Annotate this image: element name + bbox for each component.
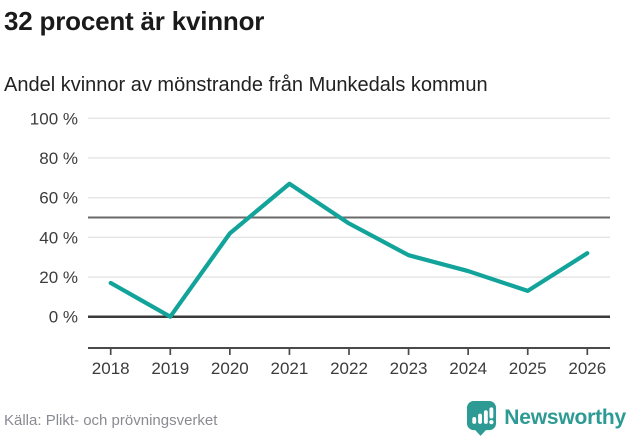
x-tick-label: 2020 (211, 359, 249, 378)
x-tick-label: 2026 (568, 359, 606, 378)
x-tick-label: 2025 (509, 359, 547, 378)
chart-subtitle: Andel kvinnor av mönstrande från Munkeda… (4, 74, 488, 96)
x-tick-label: 2019 (151, 359, 189, 378)
source-note: Källa: Plikt- och prövningsverket (4, 412, 218, 429)
newsworthy-logo: Newsworthy (466, 400, 626, 436)
newsworthy-logo-icon (467, 401, 497, 436)
x-tick-label: 2024 (449, 359, 487, 378)
y-tick-label: 40 % (39, 228, 78, 247)
x-tick-label: 2023 (390, 359, 428, 378)
data-line (108, 181, 590, 319)
newsworthy-wordmark: Newsworthy (504, 406, 626, 429)
x-tick-label: 2018 (92, 359, 130, 378)
x-tick-label: 2022 (330, 359, 368, 378)
chart-title: 32 procent är kvinnor (4, 6, 265, 36)
y-tick-label: 20 % (39, 268, 78, 287)
y-tick-label: 0 % (49, 308, 78, 327)
x-tick-label: 2021 (271, 359, 309, 378)
y-tick-label: 60 % (39, 189, 78, 208)
y-tick-label: 100 % (30, 109, 78, 128)
y-tick-label: 80 % (39, 149, 78, 168)
